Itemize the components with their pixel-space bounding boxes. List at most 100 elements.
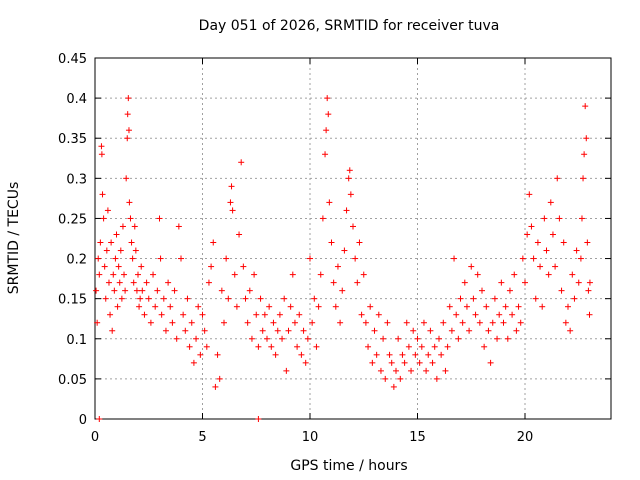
data-point	[113, 231, 120, 238]
data-point	[397, 375, 404, 382]
data-point	[491, 295, 498, 302]
data-point	[470, 295, 477, 302]
data-point	[244, 319, 251, 326]
data-point	[325, 111, 332, 118]
data-point	[128, 239, 135, 246]
data-point	[100, 215, 107, 222]
data-point	[298, 351, 305, 358]
data-point	[494, 335, 501, 342]
data-point	[360, 271, 367, 278]
data-point	[399, 351, 406, 358]
data-point	[403, 319, 410, 326]
data-point	[326, 199, 333, 206]
data-point	[393, 367, 399, 374]
data-point	[474, 271, 481, 278]
data-point	[108, 239, 115, 246]
data-point	[167, 303, 174, 310]
data-point	[240, 263, 247, 270]
data-point	[279, 335, 286, 342]
data-point	[264, 335, 270, 342]
data-point	[466, 327, 473, 334]
data-point	[201, 327, 208, 334]
data-point	[218, 287, 225, 294]
data-point	[184, 295, 191, 302]
data-point	[171, 287, 178, 294]
data-point	[567, 327, 574, 334]
data-point	[358, 311, 365, 318]
data-point	[133, 287, 140, 294]
data-point	[157, 255, 164, 262]
x-tick-label: 20	[517, 430, 534, 445]
data-point	[584, 239, 591, 246]
data-point	[98, 143, 105, 150]
data-point	[208, 263, 215, 270]
data-point	[380, 335, 387, 342]
data-point	[114, 303, 121, 310]
data-point	[431, 343, 438, 350]
data-point	[126, 199, 133, 206]
data-point	[390, 383, 397, 390]
data-point	[259, 327, 266, 334]
x-tick-label: 5	[198, 430, 206, 445]
data-point	[130, 279, 137, 286]
data-point	[330, 279, 337, 286]
data-point	[255, 343, 262, 350]
data-point	[95, 255, 102, 262]
data-point	[522, 279, 528, 286]
data-point	[287, 303, 294, 310]
data-point	[438, 351, 445, 358]
data-point	[453, 311, 460, 318]
data-point	[498, 279, 505, 286]
data-point	[528, 223, 535, 230]
data-point	[115, 263, 122, 270]
data-point	[188, 319, 195, 326]
data-point	[111, 287, 118, 294]
data-point	[253, 311, 260, 318]
data-point	[112, 255, 119, 262]
data-point	[105, 279, 112, 286]
data-point	[457, 295, 464, 302]
data-point	[276, 311, 283, 318]
data-point	[412, 351, 419, 358]
data-point	[96, 416, 103, 422]
data-point	[408, 367, 415, 374]
data-point	[382, 375, 389, 382]
data-point	[132, 247, 139, 254]
data-point	[339, 287, 346, 294]
data-point	[138, 263, 145, 270]
data-point	[354, 279, 361, 286]
data-point	[229, 207, 236, 214]
data-point	[227, 199, 234, 206]
data-point	[502, 303, 509, 310]
data-point	[581, 151, 588, 158]
data-point	[289, 271, 296, 278]
data-point	[137, 295, 144, 302]
data-point	[541, 215, 548, 222]
data-point	[154, 287, 161, 294]
data-point	[341, 247, 348, 254]
data-point	[395, 335, 402, 342]
data-point	[356, 239, 363, 246]
data-point	[127, 215, 134, 222]
data-point	[294, 343, 301, 350]
data-point	[463, 303, 470, 310]
data-point	[451, 255, 458, 262]
y-tick-label: 0.45	[58, 52, 87, 67]
data-point	[573, 247, 580, 254]
data-point	[135, 271, 141, 278]
data-point	[332, 303, 339, 310]
data-point	[448, 327, 455, 334]
data-point	[479, 287, 485, 294]
data-point	[455, 335, 462, 342]
data-point	[248, 335, 255, 342]
data-point	[558, 287, 565, 294]
data-point	[272, 351, 279, 358]
data-point	[524, 231, 531, 238]
data-point	[216, 375, 223, 382]
data-point	[94, 319, 101, 326]
data-point	[307, 255, 313, 262]
data-point	[255, 416, 262, 422]
data-point	[401, 359, 408, 366]
